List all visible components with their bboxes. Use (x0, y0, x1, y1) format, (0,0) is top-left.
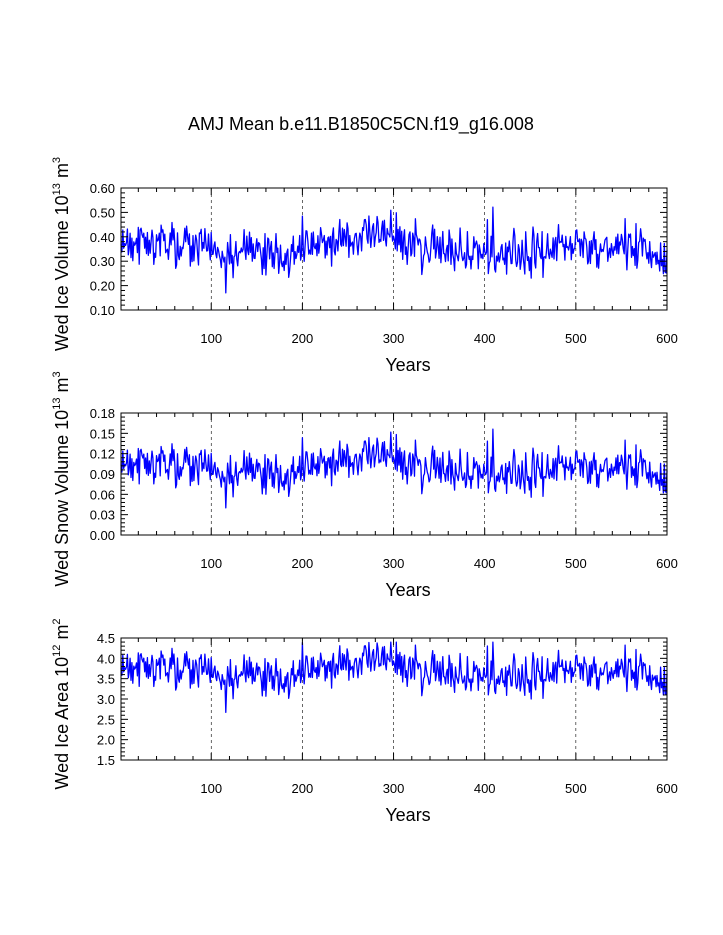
series-line-ice-volume (120, 206, 668, 294)
y-tick-label: 0.10 (90, 303, 115, 318)
y-tick-label: 2.0 (97, 733, 115, 748)
y-axis-label-exponent: 13 (51, 183, 63, 195)
series-line-ice-area (120, 641, 668, 714)
y-axis-label-unit: m (52, 625, 72, 645)
y-tick-label: 0.12 (90, 447, 115, 462)
x-tick-label: 100 (200, 781, 222, 796)
y-axis-label-unit-exponent: 3 (51, 371, 63, 377)
x-tick-label: 300 (383, 781, 405, 796)
y-tick-label: 0.09 (90, 467, 115, 482)
y-axis-label-exponent: 12 (51, 645, 63, 657)
x-tick-label: 500 (565, 781, 587, 796)
y-tick-label: 2.5 (97, 712, 115, 727)
y-tick-label: 3.0 (97, 692, 115, 707)
x-tick-label: 400 (474, 556, 496, 571)
panel-ice-area: 100 200 300 400 500 600 1.5 2.0 2.5 3.0 3.5 4.0 4.5 Y… (51, 618, 678, 825)
x-axis-label: Years (385, 580, 430, 600)
y-tick-label: 4.5 (97, 631, 115, 646)
y-tick-label: 0.18 (90, 406, 115, 421)
y-axis-label-unit-exponent: 2 (51, 618, 63, 624)
y-tick-label: 3.5 (97, 672, 115, 687)
x-tick-label: 500 (565, 556, 587, 571)
x-tick-label: 600 (656, 781, 678, 796)
x-tick-label: 200 (292, 556, 314, 571)
y-tick-label: 0.40 (90, 230, 115, 245)
panels: 100 200 300 400 500 600 0.10 0.20 0.30 0.40 0.50 0.… (51, 157, 678, 825)
x-tick-label: 100 (200, 331, 222, 346)
y-axis-label-main: Wed Ice Area 10 (52, 657, 72, 790)
figure-title: AMJ Mean b.e11.B1850C5CN.f19_g16.008 (188, 114, 534, 135)
y-axis-label: Wed Ice Area 1012 m2 (51, 618, 72, 789)
x-axis-label: Years (385, 355, 430, 375)
y-axis-label: Wed Snow Volume 1013 m3 (51, 371, 72, 586)
y-tick-label: 0.00 (90, 528, 115, 543)
y-tick-label: 0.03 (90, 508, 115, 523)
x-tick-label: 100 (200, 556, 222, 571)
x-tick-label: 500 (565, 331, 587, 346)
y-tick-label: 0.30 (90, 254, 115, 269)
x-tick-label: 400 (474, 781, 496, 796)
y-axis-label-unit-exponent: 3 (51, 157, 63, 163)
x-tick-label: 200 (292, 331, 314, 346)
y-tick-label: 0.06 (90, 487, 115, 502)
y-axis-label: Wed Ice Volume 1013 m3 (51, 157, 72, 351)
x-tick-label: 600 (656, 556, 678, 571)
x-tick-label: 200 (292, 781, 314, 796)
panel-snow-volume: 100 200 300 400 500 600 0.00 0.03 0.06 0.09 0.12 0.… (51, 371, 678, 600)
y-tick-label: 4.0 (97, 651, 115, 666)
x-axis-label: Years (385, 805, 430, 825)
y-axis-label-main: Wed Ice Volume 10 (52, 195, 72, 351)
x-tick-label: 400 (474, 331, 496, 346)
y-tick-label: 0.50 (90, 205, 115, 220)
y-tick-label: 0.15 (90, 426, 115, 441)
series-line-snow-volume (120, 428, 668, 509)
x-tick-label: 300 (383, 331, 405, 346)
x-tick-label: 600 (656, 331, 678, 346)
y-tick-label: 0.20 (90, 279, 115, 294)
panel-ice-volume: 100 200 300 400 500 600 0.10 0.20 0.30 0.40 0.50 0.… (51, 157, 678, 375)
y-tick-label: 0.60 (90, 181, 115, 196)
y-axis-label-unit: m (52, 378, 72, 398)
y-axis-label-unit: m (52, 163, 72, 183)
y-axis-label-main: Wed Snow Volume 10 (52, 410, 72, 587)
y-axis-label-exponent: 13 (51, 398, 63, 410)
x-tick-label: 300 (383, 556, 405, 571)
y-tick-label: 1.5 (97, 753, 115, 768)
